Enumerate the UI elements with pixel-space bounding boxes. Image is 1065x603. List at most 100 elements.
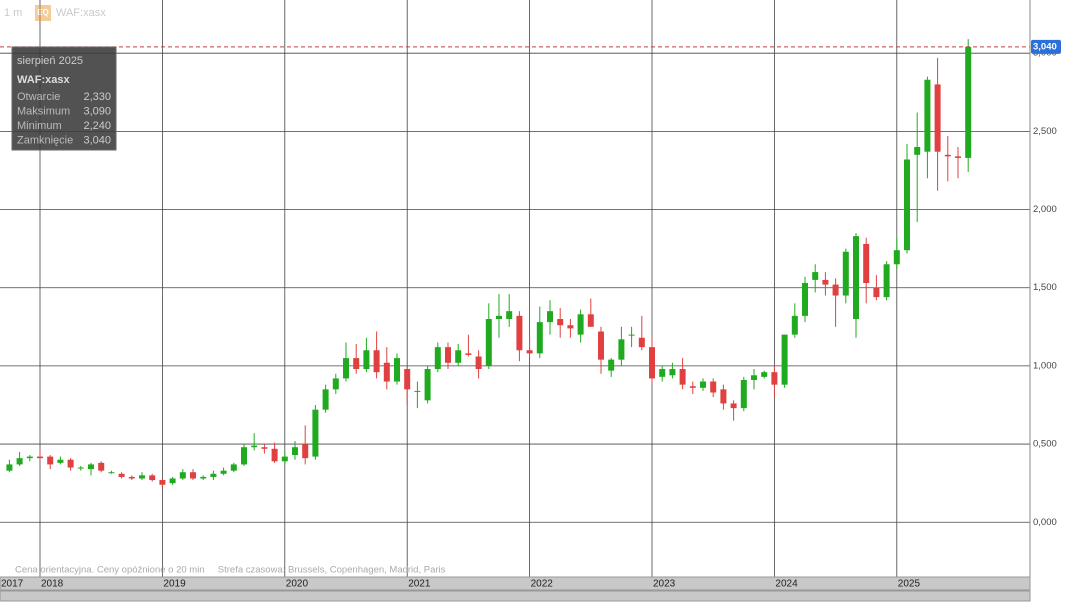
candle-body [16,458,23,465]
candle-body [353,358,360,370]
tooltip-row-value: 2,240 [83,120,111,132]
tooltip-row-value: 3,040 [83,134,111,146]
candle-body [730,403,737,409]
candle-body [475,356,482,370]
x-tick-label: 2022 [531,579,554,590]
candle-body [292,447,298,456]
candle-body [914,146,921,155]
candle-body [598,331,604,360]
tooltip-row-label: Maksimum [17,105,70,117]
tooltip: sierpień 2025 WAF:xasx Otwarcie 2,330 Maks… [11,46,117,151]
tooltip-row-label: Otwarcie [17,91,60,103]
x-tick-label: 2018 [41,579,64,590]
candle-body [190,472,196,479]
tooltip-symbol: WAF:xasx [17,74,70,86]
candle-body [720,389,727,404]
candle-body [536,322,543,354]
candle-body [751,375,757,380]
candle-body [812,272,819,280]
tooltip-title: sierpień 2025 [17,55,83,67]
candle-body [118,473,125,477]
candle-body [740,379,747,409]
candle-body [47,456,54,465]
symbol: WAF:xasx [56,7,106,19]
candle-body [567,325,574,329]
candle-body [842,251,849,296]
candle-body [363,350,370,370]
y-tick-label: 1,500 [1033,282,1057,293]
grid [0,0,1030,577]
candle-body [322,389,329,410]
candle-body [455,350,462,363]
candle-body [57,459,64,463]
candle-body [577,314,584,335]
candle-body [200,476,207,479]
candle-body [700,381,706,388]
candle-body [853,236,859,319]
y-tick-label: 0,000 [1033,517,1057,528]
candle-body [608,359,615,371]
candle-body [88,464,94,470]
badge-box [35,5,51,21]
candle-body [893,250,900,265]
candle-body [26,456,33,459]
candle-body [332,378,339,390]
candle-body [924,79,931,152]
header: 1 m EQ WAF:xasx [4,5,106,21]
candle-body [791,315,798,335]
candle-body [312,409,319,457]
candle-body [618,339,625,360]
candle-body [373,350,380,373]
candle-body [230,464,237,471]
candle-body [761,372,768,377]
candle-body [649,347,655,379]
candle-body [220,470,227,474]
candle-body [271,448,278,462]
tooltip-row-label: Minimum [17,120,62,132]
candle-body [710,381,717,393]
candle-body [659,369,666,377]
candle-body [557,318,564,326]
candle-body [6,464,13,471]
candle-body [955,156,961,158]
candle-body [434,347,441,370]
candle-body [873,287,880,298]
candle-body [394,358,400,382]
candle-body [904,159,910,251]
candle-body [934,84,941,152]
candle-body [98,462,105,471]
candle-body [802,283,808,316]
candle-body [669,369,676,376]
y-tick-label: 0,500 [1033,439,1057,450]
candle-body [169,478,176,484]
x-axis-band [0,576,1031,591]
candle-body [241,447,247,465]
candle-body [139,475,145,479]
candle-body [404,369,411,390]
candles [0,39,1030,488]
candle-body [863,243,870,284]
candle-body [424,369,431,401]
scroll-band[interactable] [0,590,1031,602]
candle-body [383,362,390,382]
candle-body [445,347,451,363]
candle-body [516,315,523,351]
badge: EQ [37,8,49,17]
interval[interactable]: 1 m [4,7,22,19]
y-tick-label: 2,500 [1033,126,1057,137]
tooltip-box [11,46,117,151]
candle-body [547,311,553,323]
candle-body [506,311,513,319]
candle-body [37,456,43,459]
x-tick-label: 2020 [286,579,309,590]
candle-body [832,284,839,296]
candle-body [965,46,972,158]
last-price-box [1031,39,1061,54]
x-tick-label: 2023 [653,579,676,590]
candle-body [771,372,778,385]
tooltip-row-value: 3,090 [83,105,111,117]
footnote: Cena orientacyjna. Ceny opóźnione o 20 m… [15,565,446,576]
x-tick-label: 2024 [775,579,798,590]
candle-body [261,447,268,449]
